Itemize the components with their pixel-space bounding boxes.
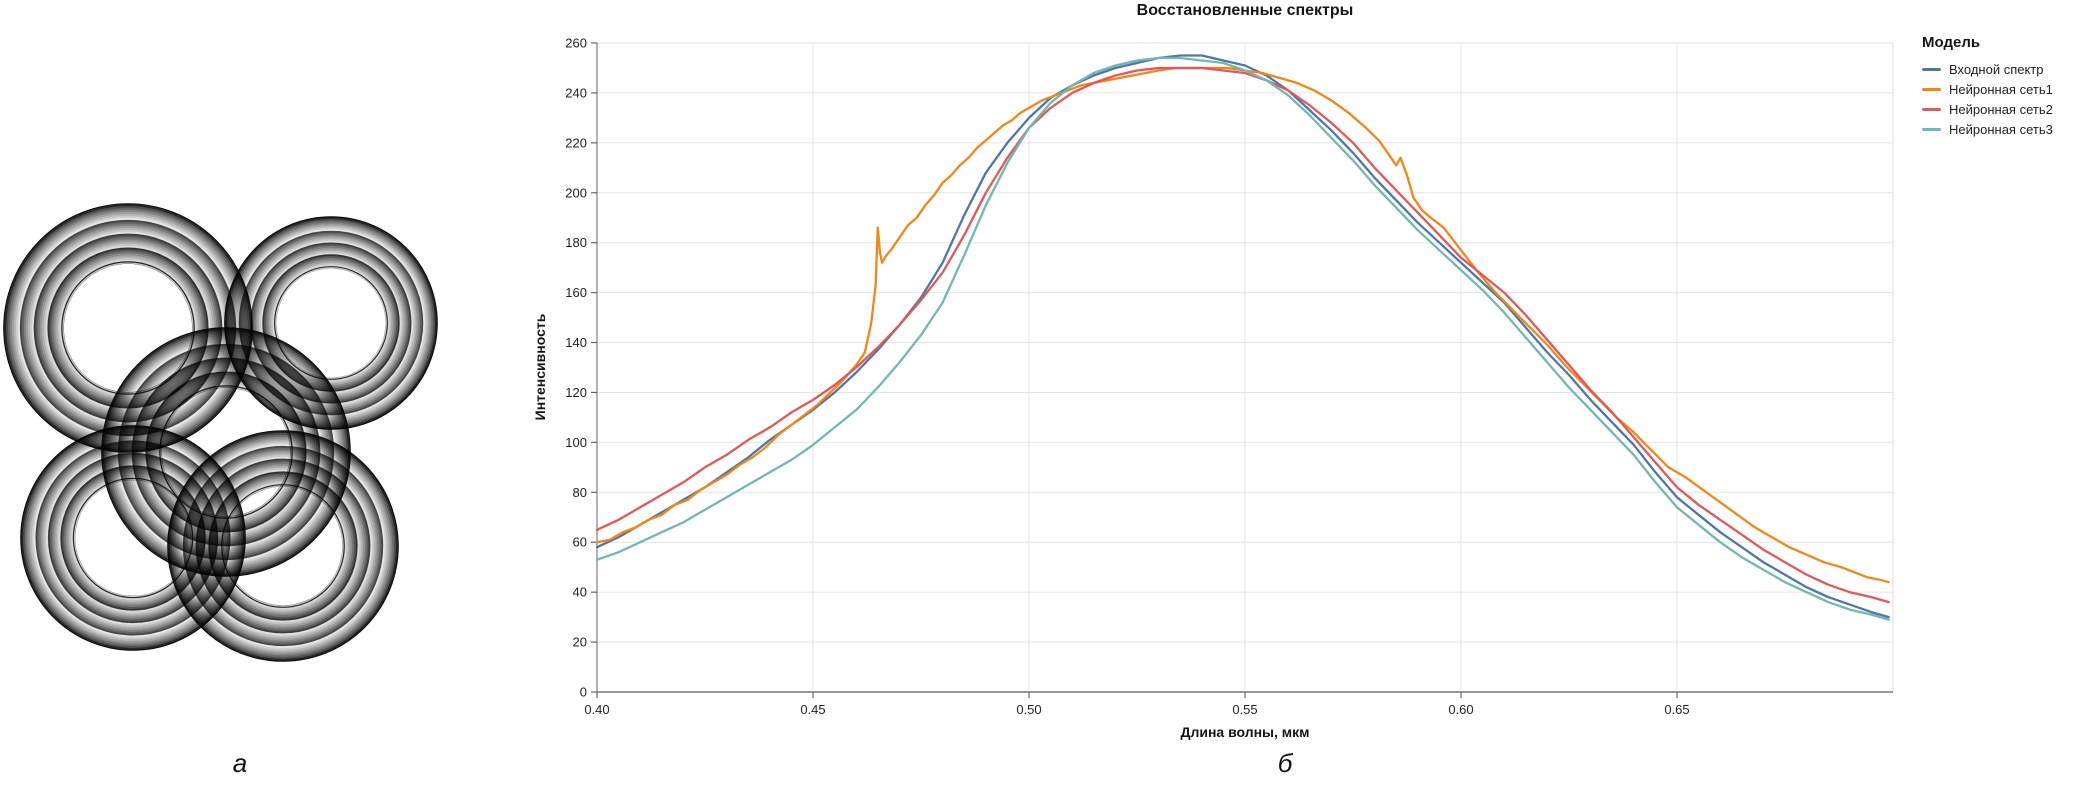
x-tick-label: 0.45 xyxy=(800,702,825,717)
x-tick-label: 0.40 xyxy=(584,702,609,717)
ring-band xyxy=(173,436,393,656)
ring-outline xyxy=(20,425,246,651)
y-tick-label: 0 xyxy=(580,685,587,700)
ring-band xyxy=(30,435,236,641)
ring-band xyxy=(181,444,385,648)
y-tick-label: 60 xyxy=(573,535,587,550)
series-line-1 xyxy=(595,66,1890,584)
ring-band xyxy=(24,429,242,647)
ring-band xyxy=(201,464,365,628)
y-tick-label: 80 xyxy=(573,485,587,500)
ring-band xyxy=(21,426,245,650)
ring-band xyxy=(193,456,373,636)
ring-band xyxy=(269,261,393,385)
y-tick-label: 40 xyxy=(573,585,587,600)
y-tick-label: 160 xyxy=(565,285,587,300)
ring-band xyxy=(177,440,389,652)
y-tick-label: 180 xyxy=(565,235,587,250)
y-tick-label: 140 xyxy=(565,335,587,350)
ring-band xyxy=(186,449,380,643)
legend-item-label: Нейронная сеть3 xyxy=(1949,121,2053,137)
ring-inner-edge xyxy=(222,485,344,607)
ring-band xyxy=(213,476,353,616)
legend-item-label: Входной спектр xyxy=(1949,61,2044,77)
y-tick-label: 120 xyxy=(565,385,587,400)
legend-item-2: Нейронная сеть2 xyxy=(1922,99,2082,119)
ring-band xyxy=(195,458,371,634)
legend-swatch-icon xyxy=(1922,87,1941,91)
ring-band xyxy=(179,442,387,650)
x-axis-title: Длина волны, мкм xyxy=(1180,724,1310,740)
x-tick-label: 0.50 xyxy=(1016,702,1041,717)
ring-band xyxy=(23,428,243,648)
ring-band xyxy=(182,445,384,647)
ring-band xyxy=(270,262,392,384)
legend-items: Входной спектр Нейронная сеть1 Нейронная с… xyxy=(1922,59,2082,139)
x-tick-label: 0.60 xyxy=(1448,702,1473,717)
panel-a-label: а xyxy=(232,748,248,778)
y-tick-label: 200 xyxy=(565,185,587,200)
ring-band xyxy=(39,444,227,632)
legend-swatch-icon xyxy=(1922,127,1941,131)
y-tick-label: 20 xyxy=(573,635,587,650)
ring-band xyxy=(188,451,378,641)
interference-rings-image xyxy=(3,203,438,662)
y-tick-label: 100 xyxy=(565,435,587,450)
ring-band xyxy=(215,478,351,614)
ring-band xyxy=(208,471,358,621)
series-line-2 xyxy=(595,66,1890,604)
ring-band xyxy=(190,453,376,639)
ring-band xyxy=(171,434,395,658)
ring-outline xyxy=(167,430,399,662)
ring-band xyxy=(210,473,356,619)
ring-band xyxy=(26,431,240,645)
ring-band xyxy=(217,480,349,612)
x-tick-label: 0.65 xyxy=(1664,702,1689,717)
ring-band xyxy=(28,433,238,643)
ring-band xyxy=(272,264,390,382)
legend-item-3: Нейронная сеть3 xyxy=(1922,119,2082,139)
chart-title: Восстановленные спектры xyxy=(1136,2,1354,19)
series-line-3 xyxy=(595,56,1890,621)
ring-band xyxy=(206,469,360,623)
ring-band xyxy=(212,475,354,617)
ring-inner-edge xyxy=(275,267,387,379)
ring-band xyxy=(35,440,231,636)
ring-band xyxy=(199,462,367,630)
ring-band xyxy=(31,436,235,640)
ring-band xyxy=(33,438,233,638)
panel-b-label: б xyxy=(1277,748,1293,778)
ring-band xyxy=(175,438,391,654)
ring-band xyxy=(219,482,347,610)
ring-band xyxy=(204,467,362,625)
ring-band xyxy=(168,431,398,661)
ring-band xyxy=(184,447,382,645)
legend-item-0: Входной спектр xyxy=(1922,59,2082,79)
y-axis-title: Интенсивность xyxy=(532,313,548,421)
ring-band xyxy=(37,442,229,634)
legend-item-label: Нейронная сеть2 xyxy=(1949,101,2053,117)
ring-set-4 xyxy=(167,430,399,662)
legend-title: Модель xyxy=(1922,34,1981,51)
y-tick-label: 220 xyxy=(565,135,587,150)
legend-swatch-icon xyxy=(1922,107,1941,111)
legend-swatch-icon xyxy=(1922,67,1941,71)
legend-item-label: Нейронная сеть1 xyxy=(1949,81,2053,97)
ring-band xyxy=(191,454,375,638)
series-line-0 xyxy=(595,54,1890,619)
ring-band xyxy=(202,465,364,627)
x-tick-label: 0.55 xyxy=(1232,702,1257,717)
ring-band xyxy=(170,433,396,659)
y-tick-label: 240 xyxy=(565,85,587,100)
y-tick-label: 260 xyxy=(565,36,587,51)
ring-band xyxy=(197,460,369,632)
legend: Модель Входной спектр Нейронная сеть1 Нейр… xyxy=(1922,34,2082,139)
legend-item-1: Нейронная сеть1 xyxy=(1922,79,2082,99)
